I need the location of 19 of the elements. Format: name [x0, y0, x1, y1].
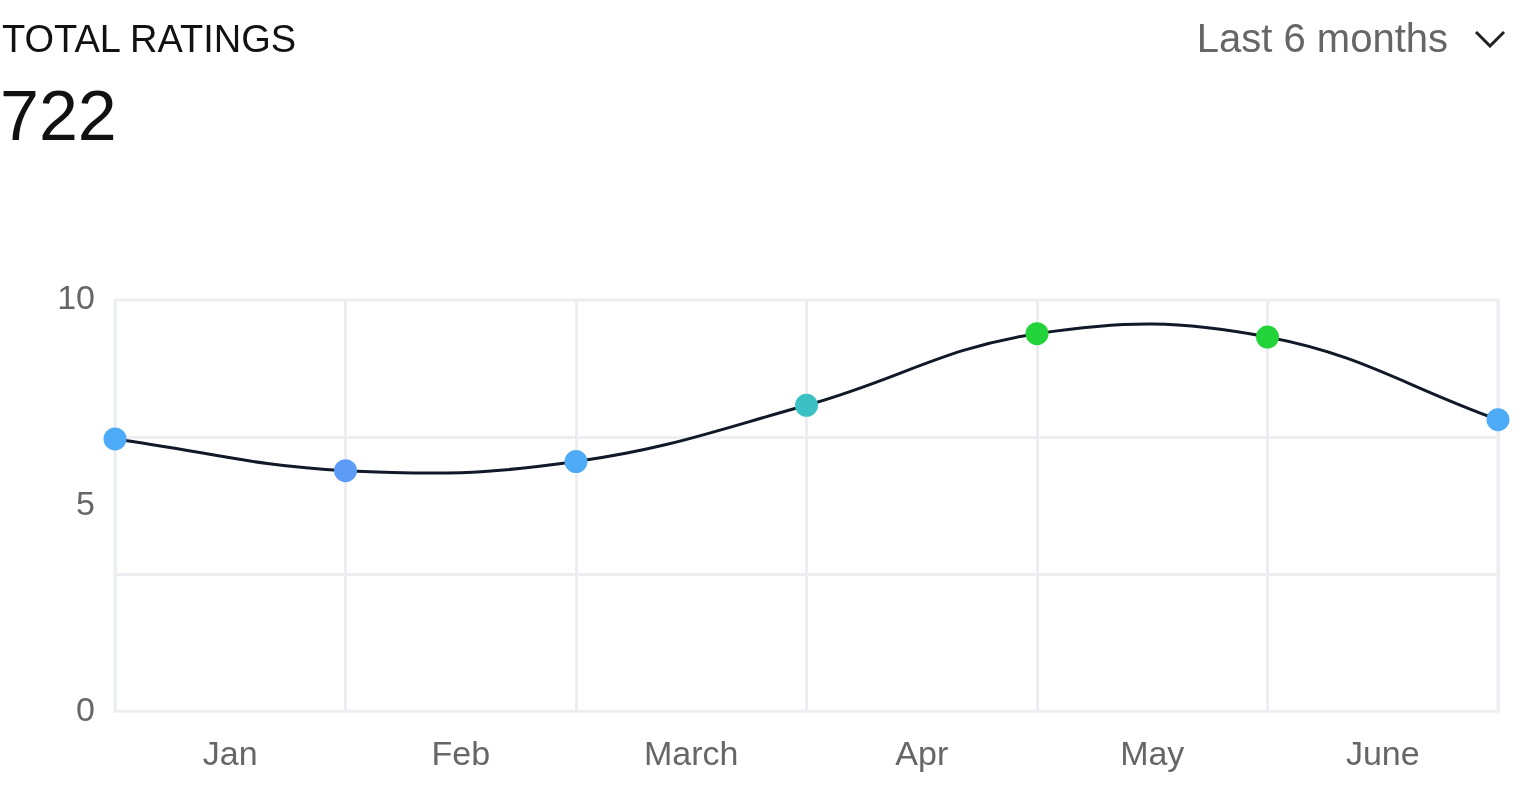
y-tick-label: 10 [57, 278, 95, 317]
point [1025, 322, 1049, 346]
x-tick-label: June [1345, 733, 1420, 772]
y-tick-label: 5 [76, 483, 95, 522]
y-tick-label: 0 [76, 689, 95, 728]
chart-title: TOTAL RATINGS [2, 18, 297, 61]
point [334, 459, 357, 483]
point [564, 450, 588, 474]
point [1486, 408, 1510, 432]
x-tick-label: Jan [202, 733, 258, 772]
x-tick-label: May [1120, 733, 1185, 772]
x-tick-label: Apr [895, 733, 949, 772]
x-tick-label: Feb [431, 733, 491, 772]
point [795, 393, 818, 417]
point [1256, 325, 1279, 349]
text: Last 6 months [1196, 16, 1448, 61]
chart-subtitle: 722 [0, 76, 117, 156]
x-tick-label: March [644, 733, 739, 772]
point [103, 427, 127, 451]
